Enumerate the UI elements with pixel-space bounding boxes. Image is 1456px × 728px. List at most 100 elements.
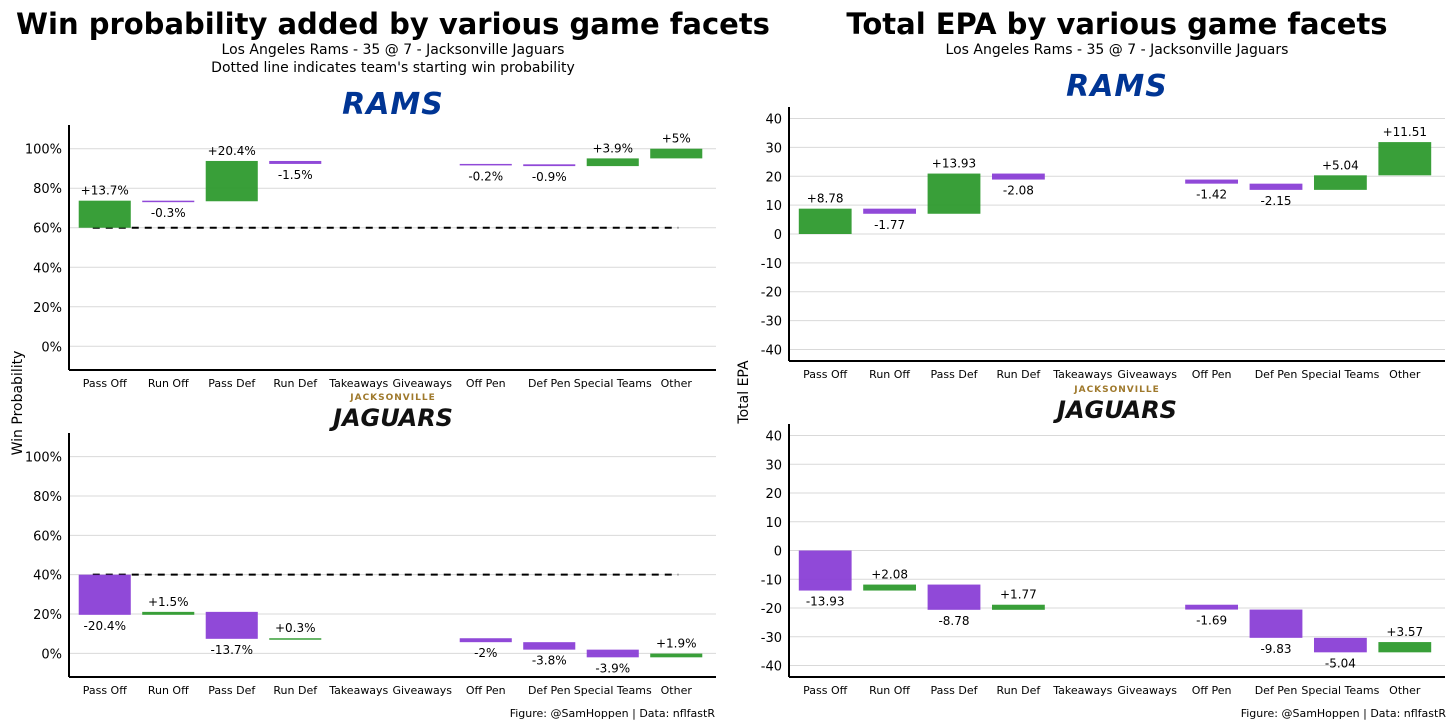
x-tick-label: Run Off <box>869 684 910 697</box>
bar-value-label: +20.4% <box>208 144 256 158</box>
waterfall-bar <box>142 200 195 203</box>
y-tick-label: 0 <box>774 545 782 560</box>
y-tick-label: 20% <box>33 301 62 316</box>
waterfall-bar <box>650 148 703 159</box>
x-tick-label: Special Teams <box>1301 368 1379 381</box>
bar-value-label: +3.9% <box>592 141 633 155</box>
jaguars-logo-top-right: JACKSONVILLE <box>1073 385 1160 395</box>
x-tick-label: Def Pen <box>528 377 571 390</box>
bar-value-label: +1.77 <box>1000 588 1037 602</box>
y-tick-label: -40 <box>761 660 782 675</box>
bar-value-label: +8.78 <box>807 192 844 206</box>
bar-value-label: +2.08 <box>871 568 908 582</box>
y-tick-label: 0 <box>774 228 782 243</box>
jaguars-epa-panel: -40 -30 -20 -10 0 10 20 30 40 Pass Off Run Off Pass… <box>761 424 1445 697</box>
waterfall-bar <box>863 208 917 214</box>
bar-value-label: -2.15 <box>1260 194 1291 208</box>
rams-logo-left: RAMS <box>342 87 444 122</box>
bar-value-label: -9.83 <box>1260 642 1291 656</box>
bar-value-label: +13.93 <box>932 157 976 171</box>
left-subtitle-1: Los Angeles Rams - 35 @ 7 - Jacksonville… <box>222 42 565 58</box>
x-tick-label: Pass Off <box>83 684 127 697</box>
y-tick-label: 100% <box>25 143 62 158</box>
y-tick-label: 20 <box>765 170 782 185</box>
y-tick-label: 0% <box>41 647 62 662</box>
waterfall-bar <box>586 158 639 167</box>
y-tick-label: -20 <box>761 286 782 301</box>
y-tick-label: 40% <box>33 261 62 276</box>
x-tick-label: Takeaways <box>328 684 388 697</box>
x-tick-label: Takeaways <box>328 377 388 390</box>
jaguars-wp-panel: 0% 20% 40% 60% 80% 100% Pass Off Run Off Pass De… <box>25 433 716 697</box>
waterfall-bar <box>459 638 512 643</box>
y-tick-label: 20 <box>765 487 782 502</box>
y-tick-label: 10 <box>765 199 782 214</box>
left-title: Win probability added by various game fa… <box>16 7 770 41</box>
x-tick-label: Run Off <box>148 684 189 697</box>
y-tick-label: 60% <box>33 529 62 544</box>
waterfall-bar <box>798 550 852 591</box>
left-ylabel: Win Probability <box>10 351 26 456</box>
x-tick-label: Run Off <box>148 377 189 390</box>
y-tick-label: -10 <box>761 257 782 272</box>
y-tick-label: 40% <box>33 569 62 584</box>
x-tick-label: Pass Off <box>803 684 847 697</box>
waterfall-bar <box>1249 609 1303 638</box>
x-tick-label: Takeaways <box>1052 368 1112 381</box>
jaguars-logo-top-left: JACKSONVILLE <box>349 393 436 403</box>
right-title: Total EPA by various game facets <box>846 7 1387 41</box>
waterfall-bar <box>1313 637 1367 653</box>
x-tick-label: Giveaways <box>1117 368 1177 381</box>
x-tick-label: Off Pen <box>466 684 506 697</box>
y-tick-label: -30 <box>761 631 782 646</box>
y-tick-label: -40 <box>761 343 782 358</box>
waterfall-bar <box>863 584 917 591</box>
bar-value-label: -0.2% <box>468 169 503 183</box>
bar-value-label: -1.77 <box>874 218 905 232</box>
waterfall-bar <box>205 160 258 202</box>
x-tick-label: Pass Def <box>208 377 256 390</box>
x-tick-label: Takeaways <box>1052 684 1112 697</box>
bar-value-label: +5.04 <box>1322 158 1359 172</box>
bar-value-label: +0.3% <box>275 621 316 635</box>
y-tick-label: 30 <box>765 458 782 473</box>
bar-value-label: +13.7% <box>81 184 129 198</box>
y-tick-label: 100% <box>25 451 62 466</box>
x-tick-label: Def Pen <box>528 684 571 697</box>
x-tick-label: Run Off <box>869 368 910 381</box>
x-tick-label: Other <box>1389 684 1421 697</box>
bar-value-label: -3.9% <box>595 661 630 675</box>
y-tick-label: 20% <box>33 608 62 623</box>
y-tick-label: 10 <box>765 516 782 531</box>
waterfall-bar <box>927 173 981 214</box>
jaguars-logo-right: JAGUARS <box>1053 396 1177 424</box>
waterfall-bar <box>586 649 639 658</box>
x-tick-label: Pass Def <box>931 368 979 381</box>
x-tick-label: Pass Def <box>931 684 979 697</box>
x-tick-label: Giveaways <box>392 684 452 697</box>
x-tick-label: Def Pen <box>1255 684 1298 697</box>
bar-value-label: -2.08 <box>1003 184 1034 198</box>
y-tick-label: 40 <box>765 113 782 128</box>
waterfall-bar <box>1185 604 1239 610</box>
waterfall-bar <box>798 208 852 234</box>
x-tick-label: Special Teams <box>574 684 652 697</box>
waterfall-bar <box>1378 642 1432 653</box>
x-tick-label: Off Pen <box>466 377 506 390</box>
bar-value-label: -1.69 <box>1196 614 1227 628</box>
right-ylabel: Total EPA <box>736 360 752 425</box>
y-tick-label: -20 <box>761 602 782 617</box>
waterfall-bar <box>269 160 322 164</box>
bar-value-label: +5% <box>662 132 691 146</box>
rams-logo-right: RAMS <box>1066 69 1168 104</box>
bar-value-label: -2% <box>474 646 497 660</box>
bar-value-label: -5.04 <box>1325 656 1356 670</box>
x-tick-label: Pass Off <box>83 377 127 390</box>
x-tick-label: Special Teams <box>574 377 652 390</box>
waterfall-bar <box>523 642 576 650</box>
y-tick-label: 30 <box>765 141 782 156</box>
y-tick-label: 60% <box>33 222 62 237</box>
y-tick-label: -30 <box>761 315 782 330</box>
bar-value-label: -20.4% <box>84 619 126 633</box>
waterfall-bar <box>269 638 322 640</box>
